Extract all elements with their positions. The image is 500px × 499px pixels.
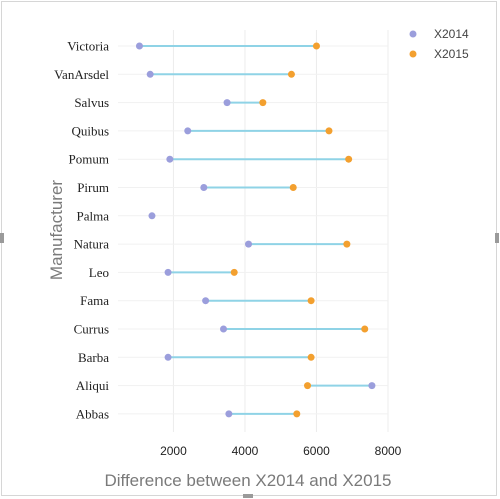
point-x2014: [148, 212, 155, 219]
point-x2015: [231, 269, 238, 276]
category-label: Pomum: [69, 152, 109, 167]
point-x2014: [200, 184, 207, 191]
legend-label: X2015: [434, 47, 469, 61]
point-x2015: [361, 326, 368, 333]
category-label: Currus: [74, 322, 109, 337]
x-tick-label: 4000: [232, 444, 259, 458]
x-tick-labels: 2000 4000 6000 8000: [160, 444, 402, 458]
category-label: Abbas: [76, 406, 109, 421]
point-x2014: [220, 326, 227, 333]
category-label: Salvus: [74, 95, 109, 110]
point-x2015: [325, 127, 332, 134]
point-x2014: [245, 241, 252, 248]
legend-label: X2014: [434, 27, 469, 41]
category-label: Quibus: [71, 123, 109, 138]
point-x2014: [202, 297, 209, 304]
legend-marker: [410, 51, 417, 58]
x-axis-title: Difference between X2014 and X2015: [104, 471, 391, 490]
category-label: Aliqui: [76, 378, 110, 393]
point-x2015: [313, 43, 320, 50]
points: [136, 43, 375, 418]
category-label: Natura: [74, 237, 110, 252]
point-x2014: [225, 410, 232, 417]
x-tick-label: 2000: [160, 444, 187, 458]
x-tick-label: 6000: [303, 444, 330, 458]
point-x2015: [290, 184, 297, 191]
category-label: Palma: [77, 208, 110, 223]
category-label: Leo: [89, 265, 109, 280]
grid: [118, 30, 388, 432]
point-x2014: [165, 269, 172, 276]
point-x2015: [304, 382, 311, 389]
category-label: Pirum: [77, 180, 109, 195]
point-x2014: [166, 156, 173, 163]
category-label: Fama: [80, 293, 109, 308]
point-x2015: [288, 71, 295, 78]
category-label: Victoria: [67, 39, 109, 54]
connectors: [139, 46, 371, 414]
x-tick-label: 8000: [375, 444, 402, 458]
point-x2014: [165, 354, 172, 361]
point-x2015: [308, 354, 315, 361]
y-axis-title: Manufacturer: [47, 180, 66, 280]
point-x2015: [259, 99, 266, 106]
point-x2015: [343, 241, 350, 248]
category-label: Barba: [78, 350, 109, 365]
point-x2014: [136, 43, 143, 50]
point-x2014: [224, 99, 231, 106]
point-x2014: [368, 382, 375, 389]
category-label: VanArsdel: [54, 67, 109, 82]
point-x2015: [308, 297, 315, 304]
point-x2015: [293, 410, 300, 417]
point-x2014: [147, 71, 154, 78]
legend-marker: [410, 31, 417, 38]
legend: X2014 X2015: [410, 27, 470, 61]
point-x2015: [345, 156, 352, 163]
point-x2014: [184, 127, 191, 134]
